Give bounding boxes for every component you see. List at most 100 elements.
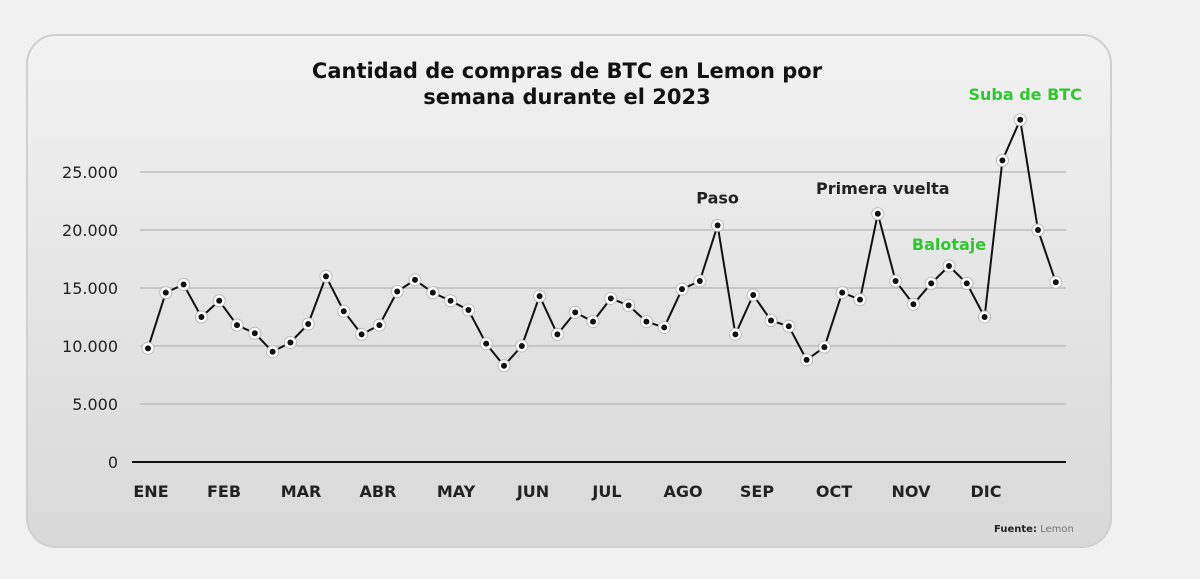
y-tick-label: 5.000 [72,395,118,414]
data-point-dot [661,324,668,331]
data-point-dot [981,314,988,320]
data-point [711,218,725,232]
data-point-dot [572,309,579,316]
data-point-dot [358,331,365,338]
data-point-dot [607,295,614,302]
data-point-dot [785,323,792,330]
data-point-dot [429,289,436,296]
data-point-dot [145,345,151,352]
data-point [853,293,867,307]
gridlines [132,171,1066,463]
x-tick-label: JUL [591,482,621,501]
data-point [141,341,155,355]
data-point [212,294,226,308]
data-point [355,327,369,341]
y-tick-labels: 0 5.000 10.000 15.000 20.000 25.000 [62,163,118,472]
data-point [266,345,280,359]
data-point-dot [376,322,383,329]
y-tick-label: 15.000 [62,279,118,298]
x-tick-label: NOV [892,482,932,501]
data-point [889,274,903,288]
data-point [906,297,920,311]
data-point-dot [269,348,276,355]
data-point-dot [910,301,917,308]
source-note: Fuente: Lemon [994,524,1074,535]
data-point-dot [394,288,401,295]
data-point-dot [465,307,472,314]
series-line [147,118,1057,367]
data-point-dot [287,339,294,346]
data-point-dot [590,318,596,325]
data-point [408,273,422,287]
data-point [1031,223,1045,237]
x-tick-label: JUN [516,482,549,501]
data-point-dot [305,320,312,327]
data-point [604,291,618,305]
data-point [301,317,315,331]
data-point [995,153,1009,167]
data-point-dot [768,317,774,324]
data-point-dot [946,262,952,269]
data-point [372,318,386,332]
data-point [550,327,564,341]
data-point [622,298,636,312]
data-point [817,340,831,354]
data-point-dot [323,273,329,280]
data-point-dot [839,289,846,296]
data-point-dot [501,362,507,369]
data-point-dot [251,330,258,337]
data-point-dot [198,314,205,320]
data-point [693,274,707,288]
data-point [1049,275,1063,289]
data-point [924,276,938,290]
data-point [1013,113,1027,127]
data-point-dot [963,280,970,287]
data-point-dot [928,280,935,287]
data-point [319,269,333,283]
data-point-dot [643,318,650,325]
data-point [960,276,974,290]
data-point-dot [234,322,240,329]
data-point [515,339,529,353]
y-tick-label: 10.000 [62,337,118,356]
data-point [568,305,582,319]
data-point-dot [821,344,828,351]
data-point [177,278,191,292]
series-group [141,113,1063,373]
y-tick-label: 0 [108,453,118,472]
annotation-label: Balotaje [912,235,986,254]
x-tick-label: SEP [740,482,774,501]
data-point [444,294,458,308]
x-tick-label: ABR [360,482,397,501]
chart-title-line-1: Cantidad de compras de BTC en Lemon por [312,59,823,83]
source-label: Fuente: [994,524,1037,535]
annotation-label: Primera vuelta [816,179,949,198]
x-tick-label: OCT [816,482,852,501]
data-point [835,286,849,300]
data-point [479,337,493,351]
data-point-dot [625,302,632,309]
data-point-dot [1035,227,1041,233]
data-point [159,286,173,300]
data-point [978,310,992,324]
data-point [942,259,956,273]
data-point [230,318,244,332]
data-point-dot [518,343,525,349]
data-point-dot [892,278,899,285]
data-point-dot [874,210,881,217]
x-tick-label: MAY [437,482,476,501]
data-point-dot [554,331,561,338]
data-point-dot [696,278,703,285]
data-point [746,288,760,302]
data-point [426,286,440,300]
data-point-dot [857,296,863,303]
data-point-dot [1052,279,1059,286]
data-point-dot [750,291,757,298]
data-point-dot [714,222,721,229]
data-point [657,320,671,334]
data-point-dot [412,276,418,283]
source-value: Lemon [1040,524,1074,535]
data-point-dot [803,356,810,363]
data-point-dot [340,308,347,315]
